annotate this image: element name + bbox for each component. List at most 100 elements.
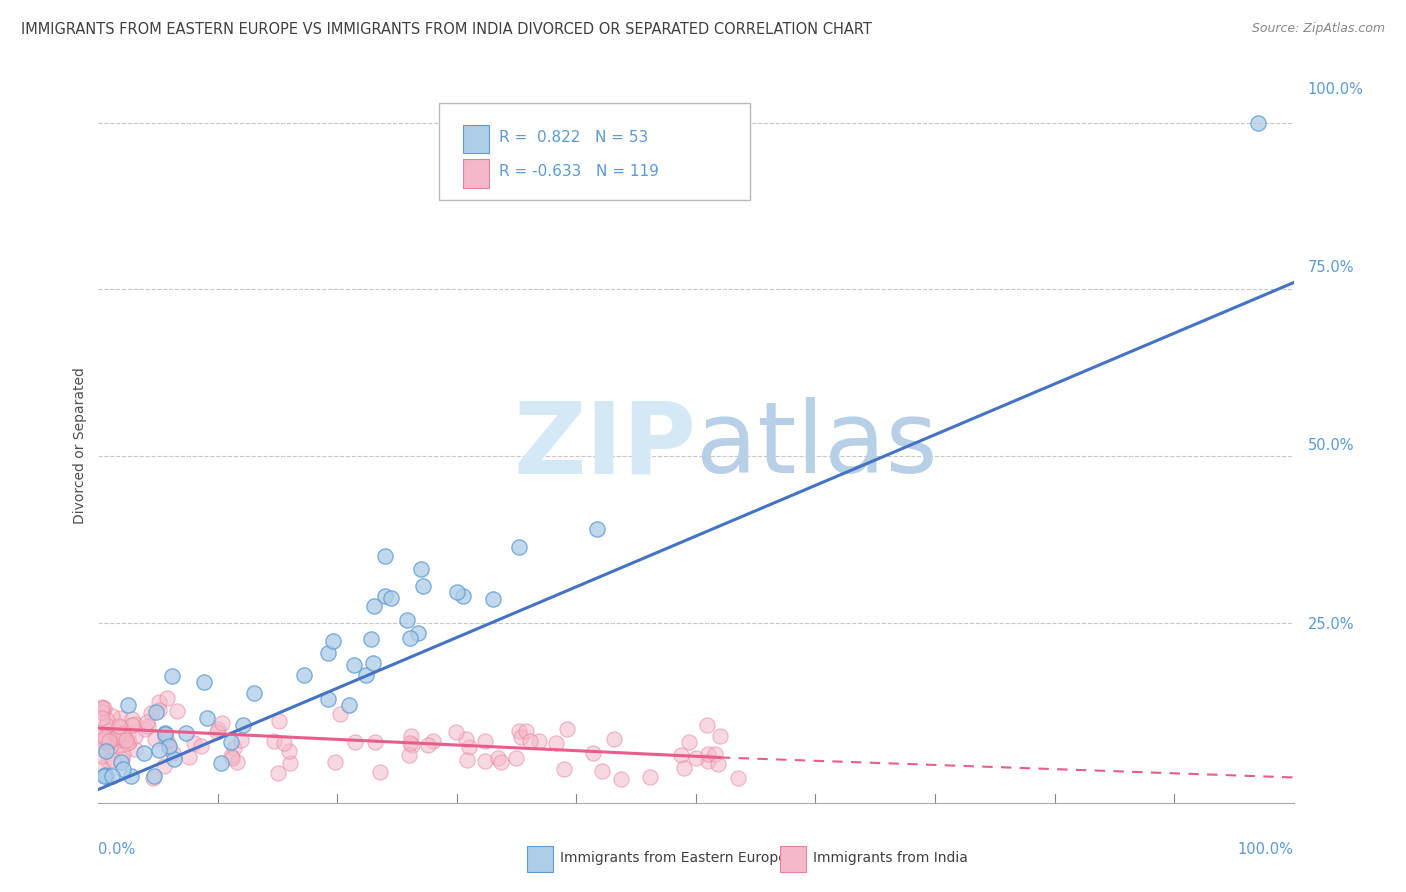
- Text: Source: ZipAtlas.com: Source: ZipAtlas.com: [1251, 22, 1385, 36]
- Point: [114, 731, 136, 745]
- Point: [292, 668, 315, 682]
- Point: [156, 734, 179, 748]
- Point: [316, 692, 339, 706]
- Point: [117, 698, 139, 712]
- Text: ZIP: ZIP: [513, 398, 696, 494]
- Point: [273, 736, 295, 750]
- Point: [224, 741, 246, 756]
- Point: [101, 709, 124, 723]
- Point: [456, 731, 478, 746]
- Point: [727, 772, 749, 786]
- Point: [519, 733, 541, 747]
- Point: [177, 749, 200, 764]
- Point: [211, 715, 233, 730]
- Point: [231, 733, 253, 747]
- Point: [671, 747, 693, 762]
- Point: [94, 718, 117, 732]
- Point: [374, 589, 396, 603]
- Point: [412, 579, 434, 593]
- Point: [396, 614, 419, 628]
- Point: [121, 712, 143, 726]
- Point: [91, 699, 114, 714]
- Point: [193, 675, 215, 690]
- Point: [555, 722, 578, 736]
- Point: [101, 769, 124, 783]
- Point: [112, 762, 135, 776]
- Point: [603, 731, 626, 746]
- Point: [94, 730, 117, 744]
- Text: 25.0%: 25.0%: [1308, 617, 1354, 632]
- Point: [166, 704, 188, 718]
- Point: [329, 706, 352, 721]
- Point: [368, 764, 391, 779]
- Point: [142, 769, 165, 783]
- Point: [103, 753, 125, 767]
- Point: [678, 735, 700, 749]
- Point: [696, 747, 718, 761]
- Point: [174, 726, 197, 740]
- Text: Immigrants from India: Immigrants from India: [813, 851, 967, 865]
- Point: [364, 735, 387, 749]
- Point: [124, 729, 146, 743]
- Point: [508, 723, 530, 738]
- Point: [153, 726, 176, 740]
- Point: [108, 720, 131, 734]
- Point: [527, 733, 550, 747]
- Point: [219, 734, 242, 748]
- Point: [685, 750, 707, 764]
- Point: [91, 701, 114, 715]
- Point: [91, 749, 114, 764]
- Point: [361, 656, 384, 670]
- Point: [148, 695, 170, 709]
- Point: [399, 729, 422, 743]
- Point: [91, 705, 114, 719]
- Point: [323, 756, 346, 770]
- Point: [110, 755, 132, 769]
- Point: [91, 731, 114, 745]
- Point: [195, 711, 218, 725]
- Point: [120, 769, 142, 783]
- Point: [640, 770, 662, 784]
- Point: [458, 739, 481, 754]
- Point: [156, 690, 179, 705]
- Point: [157, 740, 180, 755]
- Point: [107, 729, 129, 743]
- Point: [124, 716, 146, 731]
- Point: [157, 739, 180, 753]
- Point: [153, 725, 176, 739]
- Point: [110, 738, 132, 752]
- Point: [148, 743, 170, 757]
- Point: [94, 769, 117, 783]
- Point: [162, 669, 184, 683]
- Point: [112, 725, 135, 739]
- Point: [446, 724, 468, 739]
- Point: [406, 625, 429, 640]
- Point: [118, 735, 141, 749]
- Point: [104, 733, 127, 747]
- Point: [124, 741, 146, 756]
- FancyBboxPatch shape: [439, 103, 749, 200]
- Point: [115, 733, 138, 747]
- Point: [91, 741, 114, 756]
- Text: 0.0%: 0.0%: [98, 842, 135, 857]
- Point: [267, 766, 290, 780]
- Point: [93, 732, 115, 747]
- Point: [243, 686, 266, 700]
- Point: [91, 732, 114, 747]
- Point: [482, 591, 505, 606]
- Point: [143, 731, 166, 746]
- Point: [422, 734, 444, 748]
- Point: [219, 748, 242, 763]
- Point: [456, 753, 478, 767]
- Point: [673, 761, 696, 775]
- Point: [91, 761, 114, 775]
- Point: [553, 762, 575, 776]
- Point: [104, 731, 127, 745]
- Point: [316, 647, 339, 661]
- Text: 100.0%: 100.0%: [1308, 82, 1364, 96]
- Point: [453, 590, 475, 604]
- Point: [696, 718, 718, 732]
- Point: [98, 723, 121, 737]
- Point: [474, 733, 496, 747]
- Bar: [463, 125, 489, 153]
